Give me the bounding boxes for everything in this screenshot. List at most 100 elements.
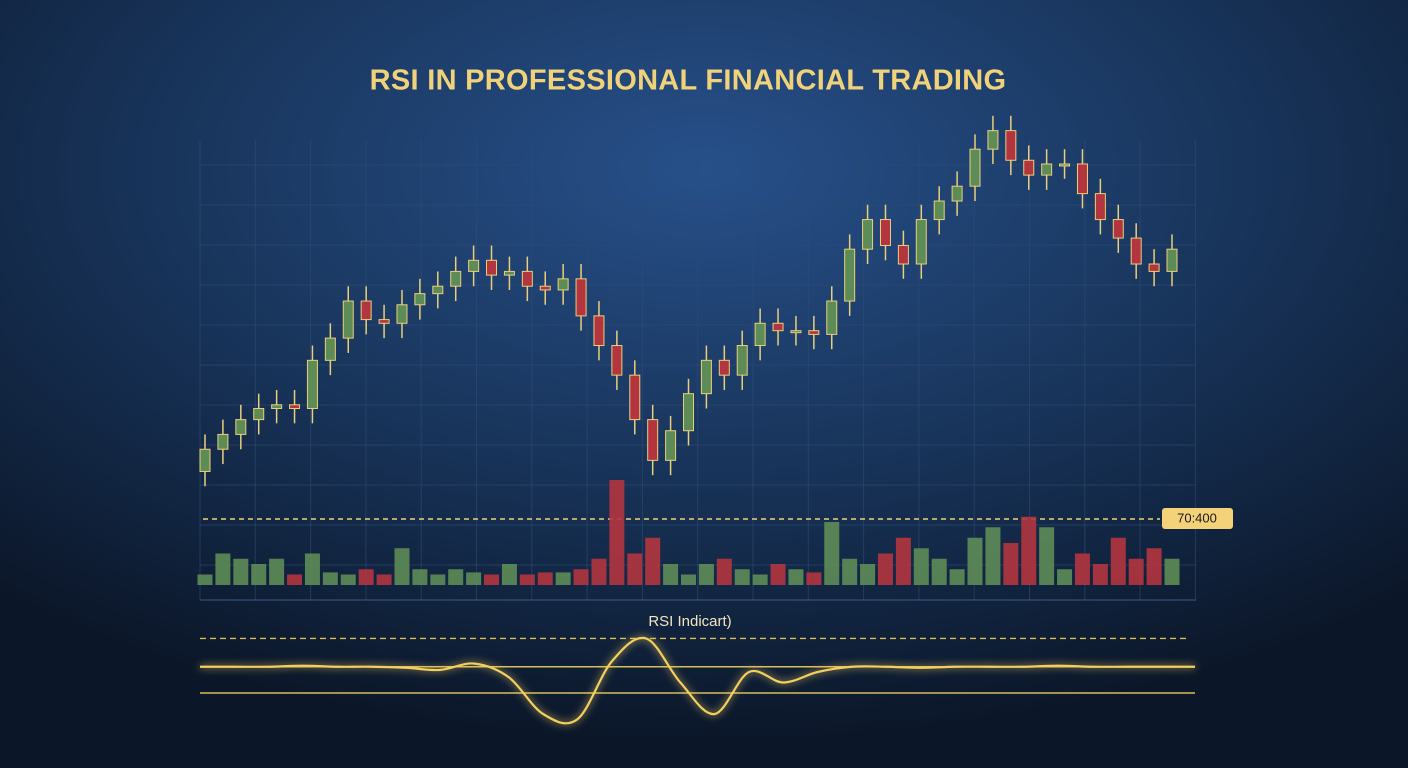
volume-bar (645, 537, 661, 585)
volume-bar (1146, 548, 1162, 585)
candle-body (647, 419, 659, 461)
volume-bar (573, 569, 589, 585)
candle-body (683, 393, 694, 432)
volume-bar (627, 553, 643, 585)
candle-body (718, 359, 730, 376)
volume-bar (376, 574, 392, 585)
candle-body (987, 130, 999, 150)
candle-body (432, 285, 444, 295)
rsi-line (200, 636, 1195, 725)
annotation: 70:400 (1177, 510, 1217, 525)
volume-bar (1021, 516, 1037, 585)
volume-bar (340, 574, 356, 585)
candle-body (503, 270, 515, 276)
volume-bar (304, 553, 320, 585)
candle-body (969, 148, 981, 187)
candle-body (897, 244, 909, 265)
volume-bar (985, 527, 1001, 585)
volume-bar (1128, 558, 1144, 585)
volume-bar (895, 537, 911, 585)
candle-body (879, 219, 891, 246)
volume-bar (949, 569, 965, 585)
candle-body (1112, 219, 1124, 239)
candle-body (951, 185, 963, 202)
volume-bar (412, 569, 428, 585)
candle-body (1059, 163, 1071, 167)
volume-bar (233, 558, 249, 585)
candle-body (1005, 130, 1017, 161)
volume-bar (269, 558, 285, 585)
volume-bar (663, 564, 679, 585)
volume-bar (716, 558, 732, 585)
candle-body (306, 359, 318, 409)
volume-bar (770, 564, 786, 585)
volume-bar (466, 572, 482, 585)
candle-body (1023, 159, 1035, 176)
candle-body (1094, 193, 1106, 221)
volume-bar (448, 569, 464, 585)
volume-bar (842, 558, 858, 585)
candle-body (557, 278, 569, 291)
candle-body (915, 219, 927, 265)
volume-bar (967, 537, 983, 585)
candle-body (844, 248, 856, 302)
candle-body (933, 200, 945, 221)
candle-body (199, 448, 211, 472)
volume-bar (1003, 543, 1019, 585)
volume-bar (734, 569, 750, 585)
annotation-box (1162, 508, 1233, 529)
candle-body (539, 285, 551, 291)
candle-body (1130, 237, 1142, 265)
volume-bar (1164, 558, 1180, 585)
candle-body (217, 433, 229, 450)
volume-bar (860, 564, 876, 585)
volume-bar (1092, 564, 1108, 585)
volume-bar (537, 572, 553, 585)
candle-body (342, 300, 354, 339)
candle-body (629, 374, 641, 421)
candle-body (593, 315, 605, 347)
candle-body (1148, 263, 1160, 272)
volume-bar (931, 558, 947, 585)
volume-bar (287, 574, 303, 585)
candle-body (253, 407, 265, 421)
volume-bar (752, 574, 768, 585)
rsi-title: RSI Indicart) (648, 613, 731, 630)
candle-body (736, 345, 748, 376)
volume-bar (394, 548, 410, 585)
volume-bar (1039, 527, 1055, 585)
volume-bar (430, 574, 446, 585)
volume-bar (555, 572, 571, 585)
volume-bar (824, 522, 840, 585)
candle-body (450, 270, 462, 287)
volume-bar (913, 548, 929, 585)
candle-body (1166, 248, 1178, 272)
volume-bar (322, 572, 338, 585)
candle-body (790, 330, 802, 334)
volume-bar (1074, 553, 1090, 585)
candle-body (468, 259, 480, 272)
chart-title: RSI IN PROFESSIONAL FINANCIAL TRADING (370, 65, 1007, 97)
volume-bar (698, 564, 714, 585)
volume-bar (358, 569, 374, 585)
candle-body (486, 259, 498, 276)
volume-bar (788, 569, 804, 585)
candle-body (575, 278, 587, 317)
candle-body (360, 300, 372, 321)
candle-body (1041, 163, 1053, 176)
volume-bar (591, 558, 607, 585)
volume-bar (806, 572, 822, 585)
volume-bar (484, 574, 500, 585)
candle-body (378, 319, 390, 324)
volume-bar (877, 553, 893, 585)
candle-body (289, 404, 301, 409)
volume-bar (1110, 537, 1126, 585)
candle-body (862, 219, 874, 250)
candle-body (754, 322, 766, 347)
candle-body (665, 430, 677, 461)
candle-body (414, 293, 426, 306)
candle-body (521, 270, 533, 287)
candle-body (700, 359, 712, 395)
volume-bar (519, 574, 535, 585)
